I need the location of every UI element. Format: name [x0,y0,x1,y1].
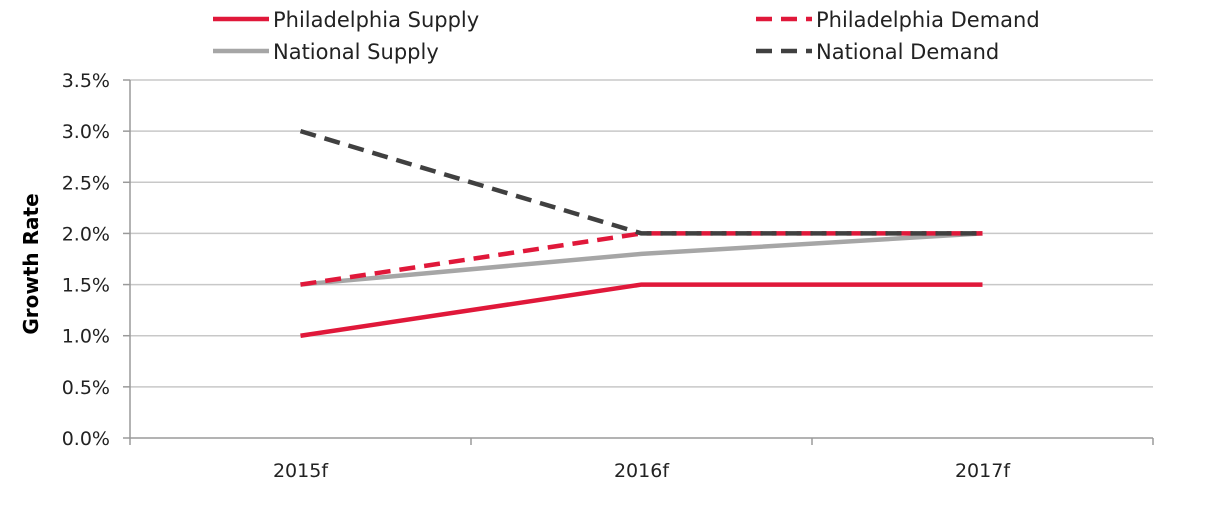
y-tick-label: 1.5% [62,275,110,297]
axes [129,80,1154,445]
y-tick-label: 2.0% [62,223,110,245]
legend: Philadelphia Supply Philadelphia Demand Na… [213,8,1040,64]
y-axis-title: Growth Rate [19,193,43,334]
x-tick-label: 2015f [273,460,329,482]
legend-label-national-supply: National Supply [273,40,439,64]
x-tick-labels: 2015f 2016f 2017f [273,460,1011,482]
x-tick-label: 2017f [955,460,1011,482]
legend-label-philadelphia-demand: Philadelphia Demand [816,8,1040,32]
x-tick-label: 2016f [614,460,670,482]
y-tick-label: 0.5% [62,377,110,399]
y-tick-labels: 0.0% 0.5% 1.0% 1.5% 2.0% 2.5% 3.0% 3.5% [62,70,110,450]
series-line-national-supply [300,231,983,287]
series-lines [299,128,983,338]
y-tick-label: 1.0% [62,326,110,348]
y-tick-label: 0.0% [62,428,110,450]
y-tick-label: 2.5% [62,172,110,194]
y-tick-label: 3.5% [62,70,110,92]
series-line-philadelphia-demand [300,231,983,287]
legend-label-philadelphia-supply: Philadelphia Supply [273,8,479,32]
legend-label-national-demand: National Demand [816,40,999,64]
gridlines [123,79,1153,439]
series-line-philadelphia-supply [300,282,983,338]
y-tick-label: 3.0% [62,121,110,143]
